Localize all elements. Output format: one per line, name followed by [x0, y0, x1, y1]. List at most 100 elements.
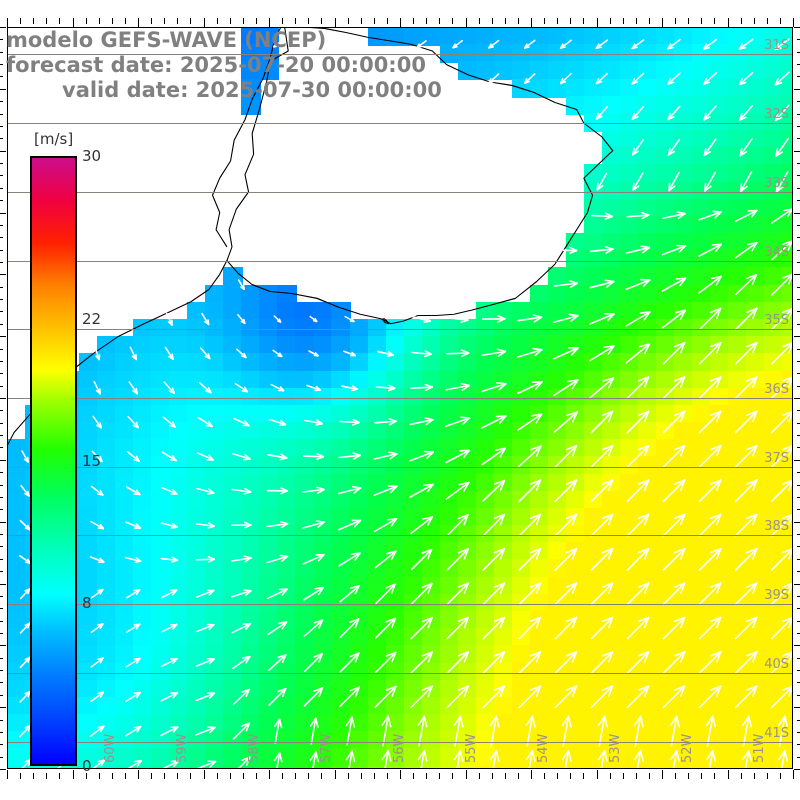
axis-tick	[190, 773, 191, 779]
axis-tick	[0, 485, 3, 486]
axis-tick	[374, 773, 375, 779]
axis-tick	[797, 732, 800, 733]
axis-tick	[73, 770, 74, 779]
right-axis-ticks	[793, 27, 800, 770]
axis-tick	[701, 773, 702, 779]
axis-tick	[151, 773, 152, 779]
axis-tick	[0, 287, 3, 288]
axis-tick	[479, 18, 480, 24]
axis-tick	[0, 373, 3, 374]
lon-label-54W: 54W	[535, 733, 551, 763]
axis-tick	[797, 175, 800, 176]
lon-label-53W: 53W	[607, 733, 623, 763]
axis-tick	[728, 18, 729, 27]
colorbar-tick-30: 30	[82, 147, 102, 165]
lat-label-39S: 39S	[764, 588, 789, 604]
axis-tick	[0, 769, 6, 770]
axis-tick	[597, 770, 598, 779]
axis-tick	[797, 126, 800, 127]
axis-tick	[0, 163, 3, 164]
axis-tick	[0, 522, 6, 523]
axis-tick	[797, 757, 800, 758]
axis-tick	[0, 76, 3, 77]
axis-tick	[797, 311, 800, 312]
gridline-lat-33S	[7, 192, 793, 193]
axis-tick	[793, 18, 794, 27]
axis-tick	[492, 18, 493, 24]
axis-tick	[797, 188, 800, 189]
axis-tick	[479, 773, 480, 779]
lon-label-56W: 56W	[391, 733, 407, 763]
axis-tick	[797, 225, 800, 226]
axis-tick	[190, 18, 191, 24]
axis-tick	[754, 18, 755, 24]
gridline-lat-38S	[7, 535, 793, 536]
axis-tick	[797, 509, 800, 510]
axis-tick	[243, 773, 244, 779]
axis-tick	[793, 770, 794, 779]
axis-tick	[797, 200, 800, 201]
axis-tick	[0, 695, 3, 696]
lat-label-38S: 38S	[764, 519, 789, 535]
axis-tick	[794, 707, 800, 708]
axis-tick	[767, 18, 768, 24]
gridline-lat-36S	[7, 398, 793, 399]
axis-tick	[518, 18, 519, 24]
axis-tick	[439, 18, 440, 24]
axis-tick	[86, 18, 87, 24]
axis-tick	[269, 18, 270, 27]
axis-tick	[0, 188, 3, 189]
axis-tick	[662, 18, 663, 27]
axis-tick	[0, 410, 3, 411]
axis-tick	[610, 18, 611, 24]
axis-tick	[794, 213, 800, 214]
axis-tick	[0, 101, 3, 102]
axis-tick	[797, 546, 800, 547]
axis-tick	[797, 608, 800, 609]
axis-tick	[59, 773, 60, 779]
axis-tick	[151, 18, 152, 24]
axis-tick	[0, 52, 3, 53]
lat-label-32S: 32S	[764, 107, 789, 123]
lat-label-40S: 40S	[764, 656, 789, 672]
axis-tick	[387, 773, 388, 779]
axis-tick	[797, 250, 800, 251]
axis-tick	[0, 262, 3, 263]
axis-tick	[557, 18, 558, 24]
axis-tick	[557, 773, 558, 779]
axis-tick	[797, 658, 800, 659]
axis-tick	[7, 18, 8, 27]
axis-tick	[797, 596, 800, 597]
axis-tick	[439, 773, 440, 779]
axis-tick	[662, 770, 663, 779]
axis-tick	[0, 559, 3, 560]
axis-tick	[797, 101, 800, 102]
gridline-lat-35S	[7, 329, 793, 330]
axis-tick	[0, 596, 3, 597]
axis-tick	[531, 18, 532, 27]
axis-tick	[701, 18, 702, 24]
axis-tick	[741, 773, 742, 779]
axis-tick	[0, 460, 6, 461]
axis-tick	[321, 18, 322, 24]
axis-tick	[452, 18, 453, 24]
axis-tick	[797, 571, 800, 572]
axis-tick	[0, 423, 3, 424]
axis-tick	[0, 213, 6, 214]
axis-tick	[688, 18, 689, 24]
axis-tick	[794, 584, 800, 585]
axis-tick	[797, 299, 800, 300]
axis-tick	[794, 522, 800, 523]
axis-tick	[797, 497, 800, 498]
axis-tick	[413, 773, 414, 779]
axis-tick	[348, 773, 349, 779]
lon-label-59W: 59W	[175, 733, 191, 763]
axis-tick	[797, 423, 800, 424]
axis-tick	[583, 18, 584, 24]
axis-tick	[505, 18, 506, 24]
axis-tick	[400, 770, 401, 779]
map-plot-area[interactable]: 61W60W59W58W57W56W55W54W53W52W51W31S32S3…	[7, 27, 793, 769]
axis-tick	[797, 435, 800, 436]
axis-tick	[767, 773, 768, 779]
axis-tick	[797, 349, 800, 350]
